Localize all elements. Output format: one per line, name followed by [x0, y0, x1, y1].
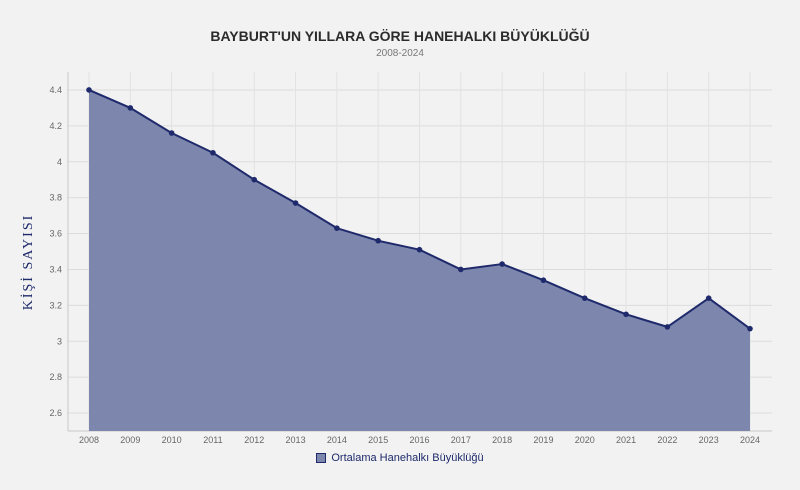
- x-tick-label: 2015: [368, 435, 388, 445]
- x-tick-label: 2011: [203, 435, 222, 445]
- legend-swatch: [316, 453, 327, 463]
- y-tick-label: 3.4: [49, 264, 62, 274]
- y-tick-label: 4.2: [49, 121, 62, 131]
- chart-title: BAYBURT'UN YILLARA GÖRE HANEHALKI BÜYÜKL…: [210, 28, 590, 44]
- x-tick-label: 2016: [409, 435, 429, 445]
- x-tick-labels: 2008 2009 2010 2011 2012 2013 2014 2015 2016 2017…: [79, 435, 760, 445]
- y-tick-label: 3.8: [49, 193, 62, 203]
- y-tick-label: 3.6: [49, 229, 62, 239]
- data-point: [623, 311, 629, 318]
- x-tick-label: 2012: [244, 435, 264, 445]
- x-tick-label: 2018: [492, 435, 512, 445]
- x-tick-label: 2019: [533, 435, 553, 445]
- series-area: [89, 89, 750, 431]
- data-point: [705, 295, 712, 301]
- data-point: [581, 295, 588, 301]
- x-tick-label: 2014: [327, 435, 347, 445]
- data-point: [86, 87, 92, 93]
- y-tick-label: 2.8: [49, 372, 62, 382]
- data-point: [168, 130, 175, 136]
- y-tick-label: 4: [57, 157, 62, 167]
- x-tick-label: 2023: [699, 435, 719, 445]
- x-tick-label: 2020: [575, 435, 595, 445]
- data-points: [86, 87, 753, 332]
- data-point: [127, 105, 134, 111]
- data-point: [334, 225, 340, 231]
- x-tick-label: 2022: [657, 435, 677, 445]
- x-tick-label: 2024: [740, 435, 760, 445]
- data-point: [664, 324, 671, 330]
- x-tick-label: 2009: [120, 435, 140, 445]
- y-tick-label: 3.2: [49, 300, 62, 310]
- data-point: [499, 261, 505, 267]
- data-point: [375, 237, 381, 244]
- x-tick-label: 2017: [451, 435, 471, 445]
- x-tick-label: 2021: [616, 435, 636, 445]
- y-tick-label: 4.4: [49, 85, 62, 95]
- chart-subtitle: 2008-2024: [376, 48, 424, 59]
- data-point: [210, 149, 216, 156]
- y-tick-labels: 2.6 2.8 3 3.2 3.4 3.6 3.8 4 4.2 4.4: [49, 85, 62, 418]
- data-point: [747, 325, 753, 332]
- y-tick-label: 2.6: [49, 408, 62, 418]
- legend-label: Ortalama Hanehalkı Büyüklüğü: [331, 452, 484, 464]
- x-tick-label: 2008: [79, 435, 99, 445]
- data-point: [540, 277, 547, 284]
- x-tick-label: 2013: [286, 435, 306, 445]
- data-point: [458, 266, 464, 273]
- data-point: [416, 246, 423, 253]
- y-tick-label: 3: [57, 336, 62, 346]
- legend[interactable]: Ortalama Hanehalkı Büyüklüğü: [0, 452, 800, 464]
- data-point: [292, 200, 299, 206]
- x-tick-label: 2010: [162, 435, 182, 445]
- data-point: [251, 176, 258, 183]
